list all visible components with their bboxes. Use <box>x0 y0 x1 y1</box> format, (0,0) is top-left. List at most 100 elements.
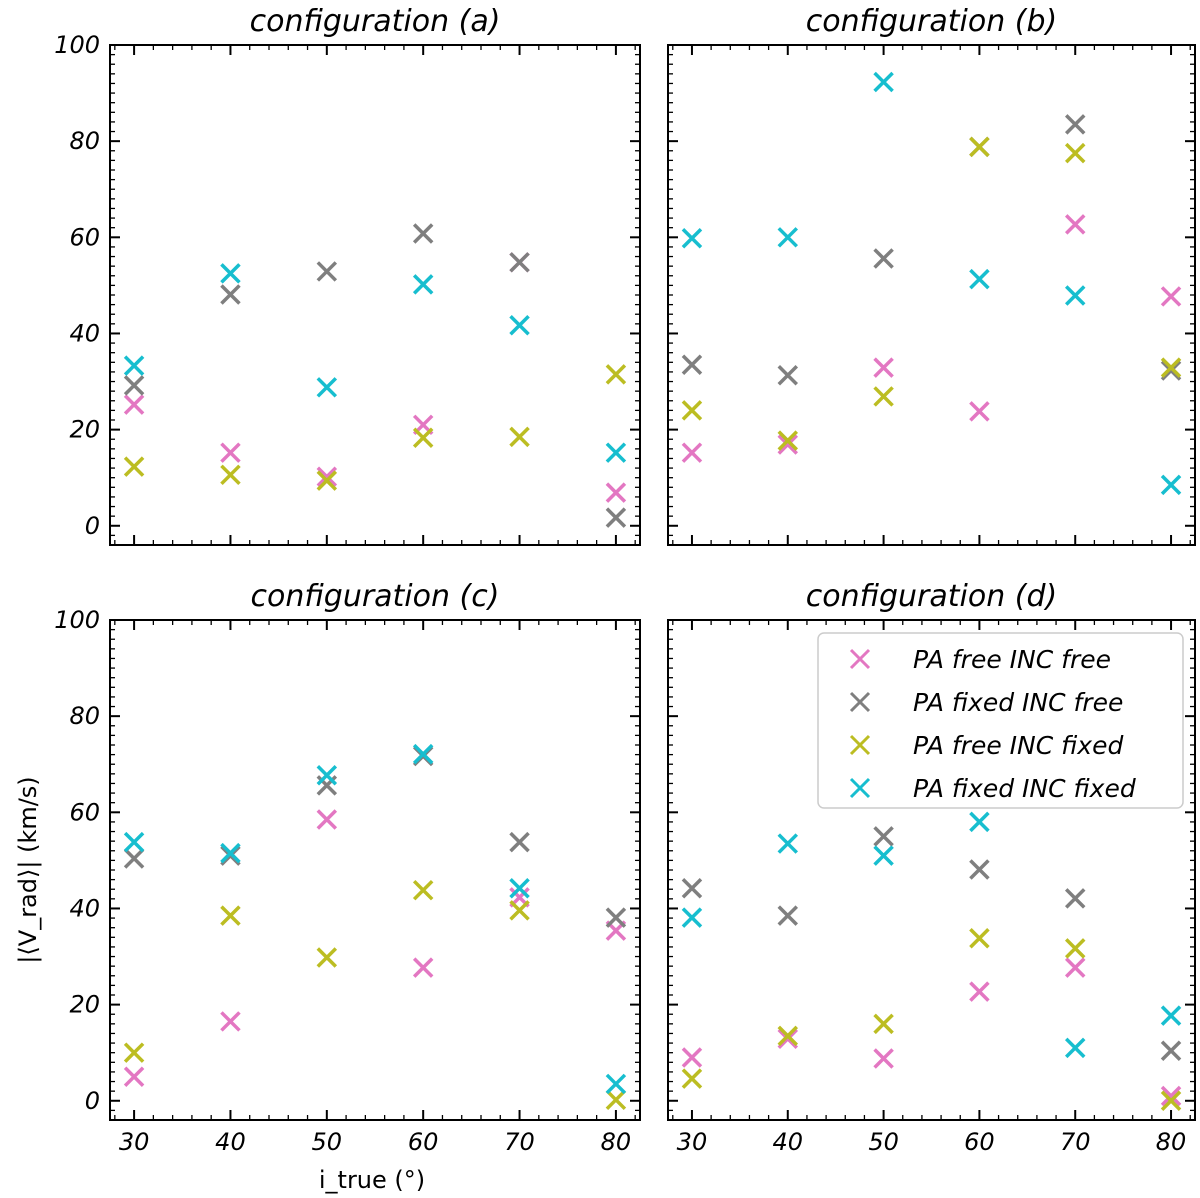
panel-title: configuration (d) <box>806 579 1057 614</box>
x-tick-label: 30 <box>119 1128 150 1156</box>
data-point <box>1160 1085 1182 1107</box>
data-point <box>220 464 241 486</box>
legend-marker <box>849 691 871 713</box>
data-point <box>316 765 338 786</box>
data-point <box>777 1028 799 1049</box>
data-point <box>509 878 530 899</box>
data-point <box>1160 360 1182 381</box>
data-point <box>1064 938 1086 959</box>
legend-frame <box>817 632 1184 809</box>
data-point <box>509 831 530 853</box>
data-point <box>969 401 990 422</box>
legend-label: PA free INC free <box>913 645 1111 674</box>
data-point <box>1064 1037 1086 1059</box>
data-point <box>605 907 627 928</box>
data-point <box>605 442 627 463</box>
data-point <box>1064 114 1086 135</box>
data-point <box>681 228 703 249</box>
data-point <box>777 227 799 248</box>
legend-marker <box>849 777 871 799</box>
data-point <box>605 1073 627 1095</box>
data-point <box>220 263 241 284</box>
data-point <box>873 1048 894 1069</box>
panel-2: configuration (c) 30 40 50 60 70 80 0 20 40 60 80 10… <box>54 579 641 1156</box>
x-tick-label: 80 <box>1156 1128 1187 1156</box>
y-tick-label: 60 <box>69 223 100 251</box>
y-tick-label: 20 <box>69 416 100 444</box>
x-tick-label: 70 <box>1060 1128 1091 1156</box>
legend-marker <box>849 648 871 670</box>
data-point <box>509 426 530 448</box>
data-point <box>123 1042 145 1063</box>
data-point <box>777 365 799 386</box>
data-point <box>316 261 338 282</box>
data-point <box>681 878 703 899</box>
data-point <box>1160 474 1182 496</box>
data-point <box>1064 957 1086 978</box>
data-point <box>412 274 434 295</box>
data-point <box>220 905 241 926</box>
data-point <box>123 456 145 477</box>
data-point <box>1064 285 1086 306</box>
data-point <box>123 831 145 853</box>
data-point <box>316 775 338 796</box>
axes-frame <box>109 44 641 546</box>
x-tick-label: 50 <box>312 1128 343 1156</box>
data-point <box>316 947 338 968</box>
data-point <box>777 430 799 451</box>
data-point <box>777 905 799 926</box>
data-point <box>1160 1090 1182 1112</box>
data-point <box>412 427 434 449</box>
data-point <box>123 394 145 415</box>
x-axis-label: i_true (°) <box>319 1166 425 1194</box>
data-point <box>123 1066 145 1087</box>
data-point <box>873 845 894 866</box>
x-tick-label: 60 <box>964 1128 995 1156</box>
data-point <box>777 434 799 455</box>
data-point <box>123 375 145 396</box>
x-tick-label: 30 <box>677 1128 708 1156</box>
data-point <box>412 223 434 244</box>
data-point <box>605 482 627 503</box>
legend-marker <box>849 734 871 756</box>
data-point <box>316 377 338 398</box>
y-tick-label: 80 <box>69 127 100 155</box>
data-point <box>509 252 530 273</box>
y-tick-label: 0 <box>85 512 100 540</box>
y-tick-label: 20 <box>69 991 100 1019</box>
data-point <box>969 981 990 1002</box>
data-point <box>1064 214 1086 235</box>
data-point <box>681 400 703 421</box>
data-point <box>605 1089 627 1111</box>
data-point <box>1064 142 1086 164</box>
data-point <box>681 1047 703 1068</box>
x-tick-label: 80 <box>601 1128 632 1156</box>
data-point <box>605 507 627 528</box>
data-point <box>681 907 703 928</box>
data-point <box>220 284 241 305</box>
x-tick-label: 40 <box>772 1128 803 1156</box>
y-tick-label: 60 <box>69 798 100 826</box>
data-point <box>873 248 894 269</box>
data-point <box>316 470 338 491</box>
data-point <box>969 136 990 158</box>
data-point <box>1160 286 1182 307</box>
data-point <box>969 859 990 880</box>
data-point <box>969 928 990 949</box>
data-point <box>412 957 434 978</box>
data-point <box>123 355 145 376</box>
panel-0: configuration (a) 0 20 40 60 80 100 <box>54 4 641 546</box>
data-point <box>1160 357 1182 378</box>
data-point <box>969 268 990 290</box>
panel-title: configuration (b) <box>806 4 1057 39</box>
axes-frame <box>109 619 641 1121</box>
y-tick-label: 100 <box>54 31 100 59</box>
x-tick-label: 40 <box>215 1128 246 1156</box>
data-point <box>412 879 434 901</box>
data-point <box>412 743 434 765</box>
y-tick-label: 100 <box>54 606 100 634</box>
x-tick-label: 60 <box>408 1128 439 1156</box>
data-point <box>605 364 627 385</box>
data-point <box>873 357 894 378</box>
